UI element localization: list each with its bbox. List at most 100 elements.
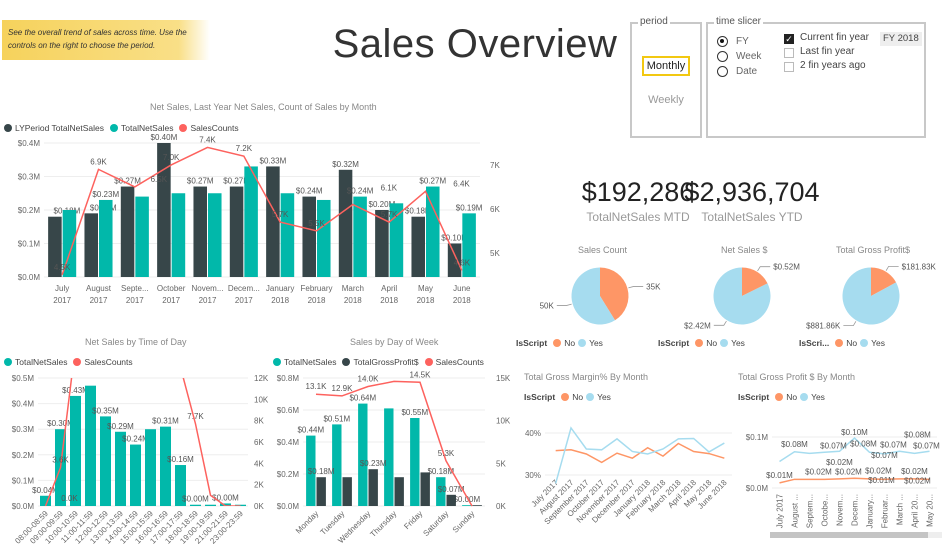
line-data-label: 7.7K [187, 412, 204, 421]
legend-dot-icon [695, 339, 704, 347]
line-data-label: 0.0K [61, 494, 78, 503]
checkbox-current-fin-year[interactable]: ✓ [784, 34, 794, 44]
x-tick-label: April [381, 284, 397, 293]
legend-item: LYPeriod TotalNetSales [15, 123, 104, 133]
line-data-label: $0.02M [865, 466, 892, 475]
y2-tick-label: 5K [496, 459, 506, 468]
legend-item: TotalNetSales [15, 357, 68, 367]
line-data-label: $0.07M [871, 451, 898, 460]
timeofday-legend: TotalNetSales SalesCounts [4, 357, 133, 367]
radio-week[interactable] [717, 51, 728, 62]
period-option-monthly[interactable]: Monthly [642, 56, 690, 76]
bar-data-label: $0.35M [92, 406, 119, 415]
bar [130, 444, 141, 506]
margin-chart-title: Total Gross Margin% By Month [524, 372, 649, 382]
bar-data-label: $0.20M [369, 200, 396, 209]
legend-item: Yes [731, 338, 745, 348]
bar [426, 186, 440, 277]
profit-chart-scrollbar-thumb[interactable] [770, 532, 928, 538]
x-tick-label: 2018 [271, 296, 289, 305]
x-tick-label: Decem... [228, 284, 260, 293]
radio-date[interactable] [717, 66, 728, 77]
timeofday-chart-title: Net Sales by Time of Day [85, 337, 187, 347]
bar [62, 210, 77, 277]
x-tick-label: Septe... [121, 284, 149, 293]
x-tick-label: 2018 [380, 296, 398, 305]
pie-leader-line [713, 320, 727, 326]
instruction-note: See the overall trend of sales across ti… [2, 20, 210, 60]
bar [229, 186, 244, 277]
x-tick-label: 2017 [199, 296, 217, 305]
checkbox-2-fin-years-ago[interactable] [784, 62, 794, 72]
y2-tick-label: 6K [254, 438, 264, 447]
bar [342, 477, 352, 506]
bar [462, 213, 476, 277]
y-tick-label: $0.0M [18, 273, 41, 282]
y-tick-label: 40% [525, 429, 541, 438]
bar [280, 193, 295, 277]
pie-slice [742, 267, 768, 296]
checkbox-last-fin-year[interactable] [784, 48, 794, 58]
bar [306, 435, 316, 506]
x-tick-label: Saturday [421, 509, 450, 538]
bar [244, 166, 258, 277]
bar-data-label: $0.27M [114, 177, 141, 186]
line-data-label: $0.02M [826, 458, 853, 467]
x-tick-label: Friday [402, 509, 424, 531]
bar [384, 408, 394, 506]
legend-item: TotalNetSales [121, 123, 174, 133]
bar [48, 216, 62, 277]
period-option-weekly[interactable]: Weekly [648, 94, 684, 106]
bar [40, 495, 51, 506]
bar [70, 395, 81, 506]
bar-data-label: $0.04M [32, 486, 59, 495]
y-tick-label: $0.2M [277, 470, 300, 479]
line-data-label: 7.2K [236, 144, 253, 153]
pie-slice [600, 267, 629, 321]
profit-chart-scrollbar-track[interactable] [770, 532, 942, 538]
y-tick-label: $0.4M [277, 438, 300, 447]
line-data-label: $0.07M [820, 441, 847, 450]
legend-item: TotalGrossProfit$ [353, 357, 419, 367]
x-tick-label: August [86, 284, 112, 293]
pie-leader-line [885, 265, 899, 271]
y2-tick-label: 4K [254, 459, 264, 468]
line-data-label: 7.0K [163, 153, 180, 162]
time-slicer-label: time slicer [714, 16, 764, 27]
pie-leader-line [556, 303, 572, 306]
legend-dot-icon [73, 358, 82, 366]
line-data-label: 5.7K [381, 210, 398, 219]
line-data-label: 12.9K [332, 384, 354, 393]
x-tick-label: Novem... [191, 284, 223, 293]
bar-data-label: $0.18M [427, 467, 454, 476]
y2-tick-label: 10K [254, 395, 269, 404]
x-tick-label: March [342, 284, 364, 293]
pie-data-label: 50K [540, 301, 555, 310]
bar-data-label: $0.27M [187, 177, 214, 186]
x-tick-label: 2017 [53, 296, 71, 305]
x-tick-label: June [453, 284, 471, 293]
bar [472, 505, 482, 506]
legend-title: IsScript [516, 338, 548, 348]
bar [316, 477, 326, 506]
bar [358, 403, 368, 506]
kpi-ytd: $2,936,704 TotalNetSales YTD [684, 177, 819, 224]
fy-value-field[interactable]: FY 2018 [880, 32, 922, 46]
bar [208, 193, 222, 277]
pie-profit-legend: IsScri... No Yes [799, 338, 885, 348]
legend-dot-icon [860, 339, 869, 347]
line-data-label: 6.1K [381, 184, 398, 193]
bar-data-label: $0.10M [441, 234, 468, 243]
radio-fy[interactable] [717, 36, 728, 47]
line-data-label: $0.02M [904, 476, 931, 485]
y2-tick-label: 8K [254, 417, 264, 426]
line-data-label: 6.5K [151, 175, 168, 184]
bar-data-label: $0.43M [62, 386, 89, 395]
bar [332, 424, 342, 506]
bar [190, 504, 201, 506]
checkbox-last-fin-year-label: Last fin year [800, 46, 855, 57]
dayofweek-chart-title: Sales by Day of Week [350, 337, 439, 347]
legend-item: No [564, 338, 576, 348]
